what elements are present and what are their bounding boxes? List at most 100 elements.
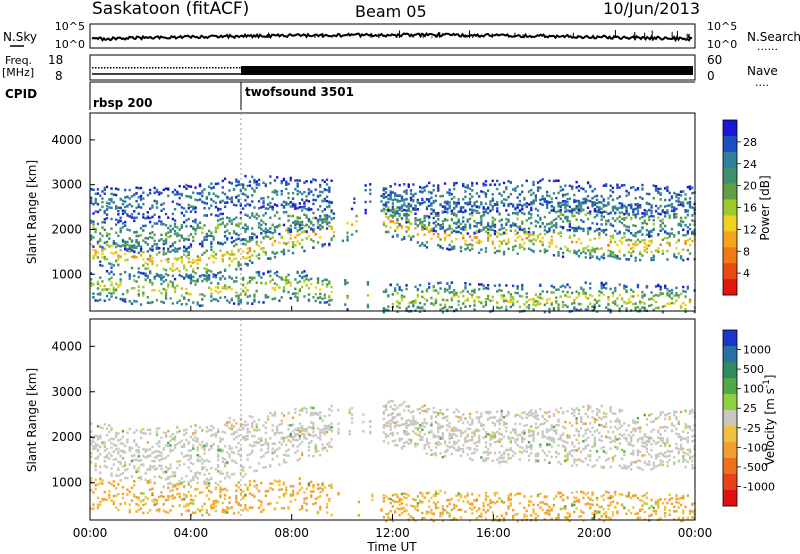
- echo-cell: [180, 226, 183, 229]
- echo-cell: [201, 304, 204, 307]
- echo-cell: [489, 209, 492, 213]
- power-colorbar-tick-label: 12: [743, 223, 757, 236]
- echo-cell: [482, 226, 485, 230]
- echo-cell: [294, 207, 297, 210]
- echo-cell: [214, 298, 218, 301]
- echo-cell: [654, 285, 658, 288]
- echo-cell: [305, 437, 308, 440]
- echo-cell: [530, 447, 533, 451]
- echo-cell: [146, 428, 149, 431]
- echo-cell: [639, 459, 642, 463]
- echo-cell: [382, 308, 385, 312]
- echo-cell: [149, 216, 152, 220]
- echo-cell: [155, 467, 159, 471]
- frequency-dot: [164, 67, 166, 69]
- echo-cell: [321, 443, 324, 446]
- echo-cell: [539, 198, 542, 202]
- echo-cell: [686, 226, 689, 229]
- echo-cell: [135, 186, 138, 189]
- echo-cell: [355, 220, 358, 223]
- echo-cell: [634, 308, 637, 311]
- echo-cell: [328, 294, 331, 298]
- echo-cell: [482, 451, 485, 454]
- echo-cell: [482, 287, 485, 290]
- echo-cell: [248, 453, 252, 456]
- echo-cell: [396, 444, 399, 447]
- echo-cell: [475, 200, 478, 203]
- echo-cell: [666, 449, 669, 453]
- echo-cell: [314, 179, 317, 182]
- echo-cell: [219, 242, 222, 245]
- echo-cell: [110, 283, 113, 287]
- echo-cell: [244, 193, 247, 197]
- echo-cell: [471, 211, 474, 214]
- echo-cell: [548, 241, 551, 245]
- echo-cell: [124, 252, 127, 256]
- echo-cell: [101, 221, 104, 224]
- echo-cell: [568, 223, 571, 226]
- echo-cell: [487, 451, 490, 454]
- echo-cell: [171, 242, 174, 246]
- echo-cell: [509, 300, 512, 303]
- echo-cell: [557, 209, 560, 213]
- echo-cell: [230, 288, 233, 291]
- echo-cell: [246, 195, 249, 199]
- echo-cell: [214, 289, 218, 293]
- echo-cell: [287, 214, 290, 218]
- echo-cell: [484, 250, 488, 253]
- echo-cell: [448, 188, 451, 191]
- echo-cell: [512, 224, 515, 227]
- echo-cell: [201, 227, 204, 230]
- echo-cell: [400, 224, 404, 228]
- echo-cell: [414, 285, 417, 289]
- echo-cell: [405, 221, 408, 224]
- echo-cell: [523, 196, 526, 200]
- echo-cell: [257, 300, 261, 304]
- echo-cell: [169, 481, 172, 485]
- echo-cell: [555, 300, 558, 303]
- echo-cell: [598, 227, 601, 231]
- echo-cell: [514, 239, 517, 242]
- echo-cell: [589, 210, 592, 213]
- echo-cell: [171, 471, 174, 474]
- echo-cell: [405, 198, 408, 201]
- echo-cell: [176, 234, 179, 238]
- echo-cell: [121, 435, 125, 438]
- echo-cell: [232, 239, 236, 243]
- echo-cell: [264, 184, 267, 188]
- echo-cell: [257, 270, 261, 274]
- echo-cell: [598, 210, 601, 214]
- echo-cell: [255, 180, 258, 183]
- echo-cell: [366, 294, 370, 297]
- echo-cell: [164, 478, 168, 481]
- echo-cell: [149, 188, 152, 192]
- echo-cell: [153, 289, 156, 292]
- echo-cell: [620, 202, 624, 206]
- echo-cell: [430, 302, 433, 305]
- echo-cell: [548, 245, 551, 248]
- echo-cell: [541, 243, 544, 247]
- echo-cell: [173, 250, 177, 253]
- echo-cell: [185, 287, 188, 291]
- echo-cell: [439, 203, 442, 206]
- echo-cell: [428, 445, 431, 449]
- echo-cell: [135, 238, 138, 242]
- echo-cell: [155, 433, 159, 437]
- echo-cell: [384, 195, 388, 199]
- echo-cell: [659, 452, 662, 455]
- echo-cell: [464, 243, 467, 246]
- echo-cell: [137, 476, 140, 479]
- echo-cell: [176, 190, 179, 194]
- echo-cell: [194, 221, 197, 224]
- echo-cell: [482, 182, 485, 185]
- echo-cell: [443, 306, 447, 309]
- echo-cell: [650, 297, 653, 300]
- echo-cell: [280, 437, 283, 440]
- echo-cell: [194, 198, 197, 201]
- echo-cell: [99, 471, 102, 475]
- echo-cell: [255, 441, 258, 445]
- echo-cell: [532, 231, 535, 234]
- echo-cell: [119, 462, 122, 466]
- echo-cell: [158, 427, 161, 430]
- echo-cell: [530, 193, 533, 196]
